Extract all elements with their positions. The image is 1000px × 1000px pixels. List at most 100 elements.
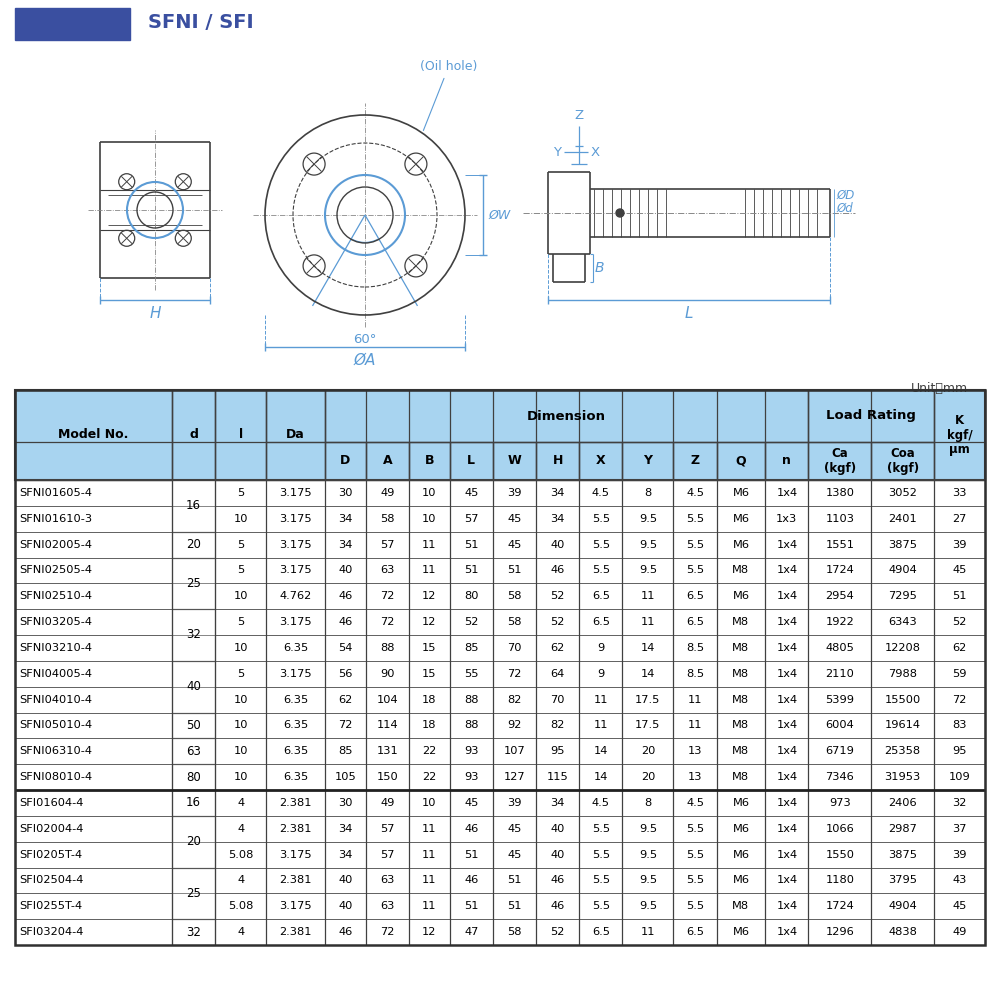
Text: ØA: ØA [354,353,376,368]
Text: 45: 45 [952,901,967,911]
Text: 92: 92 [507,720,522,730]
Bar [15,390,985,480]
Text: 15500: 15500 [884,695,921,705]
Text: Da: Da [286,428,305,442]
Text: 1380: 1380 [825,488,854,498]
Text: 6343: 6343 [888,617,917,627]
Text: SFNI01610-3: SFNI01610-3 [19,514,92,524]
Text: 1x3: 1x3 [776,514,797,524]
Text: 4: 4 [237,824,244,834]
Text: 52: 52 [952,617,967,627]
Text: 30: 30 [338,798,353,808]
Text: 6.5: 6.5 [592,591,610,601]
Text: 6.35: 6.35 [283,643,308,653]
Text: M6: M6 [732,488,749,498]
Text: 58: 58 [507,617,522,627]
Bar [15,816,985,842]
Text: 4838: 4838 [888,927,917,937]
Text: 3.175: 3.175 [279,514,312,524]
Text: 8: 8 [644,798,652,808]
Text: 5.08: 5.08 [228,901,253,911]
Text: 39: 39 [507,488,522,498]
Text: 51: 51 [464,540,479,550]
Bar [172,867,215,919]
Text: 90: 90 [380,669,395,679]
Text: B: B [595,261,604,275]
Text: 93: 93 [464,746,479,756]
Bar [15,867,985,893]
Text: 6.5: 6.5 [686,591,704,601]
Text: 11: 11 [422,850,437,860]
Text: 9: 9 [597,643,604,653]
Text: 51: 51 [507,901,522,911]
Text: 25: 25 [186,577,201,590]
Text: 51: 51 [464,901,479,911]
Bar [15,8,130,40]
Text: SFNI01605-4: SFNI01605-4 [19,488,92,498]
Text: 4: 4 [237,798,244,808]
Text: 14: 14 [641,669,655,679]
Text: Unit：mm: Unit：mm [911,382,968,395]
Text: 5.5: 5.5 [686,514,704,524]
Text: 25358: 25358 [885,746,921,756]
Text: 3.175: 3.175 [279,850,312,860]
Text: 70: 70 [507,643,522,653]
Text: 51: 51 [464,850,479,860]
Text: M8: M8 [732,746,749,756]
Text: 31953: 31953 [884,772,921,782]
Text: (Oil hole): (Oil hole) [420,60,477,131]
Text: 6.35: 6.35 [283,772,308,782]
Bar [325,390,808,442]
Text: 6.35: 6.35 [283,746,308,756]
Text: 22: 22 [422,746,436,756]
Text: 3875: 3875 [888,540,917,550]
Text: 1x4: 1x4 [776,540,797,550]
Text: 4: 4 [237,927,244,937]
Text: 52: 52 [464,617,479,627]
Text: 1x4: 1x4 [776,927,797,937]
Text: H: H [149,306,161,321]
Text: 63: 63 [380,901,395,911]
Circle shape [616,209,624,217]
Text: 40: 40 [338,875,353,885]
Text: 1x4: 1x4 [776,850,797,860]
Text: 88: 88 [464,720,479,730]
Text: l: l [239,428,243,442]
Text: 5.5: 5.5 [592,824,610,834]
Text: 104: 104 [377,695,398,705]
Text: 6.5: 6.5 [686,617,704,627]
Text: 95: 95 [550,746,565,756]
Text: 88: 88 [380,643,395,653]
Text: SFI01604-4: SFI01604-4 [19,798,83,808]
Text: 9.5: 9.5 [639,514,657,524]
Bar [15,532,985,558]
Text: 115: 115 [547,772,569,782]
Bar [15,842,985,867]
Text: 1x4: 1x4 [776,798,797,808]
Bar [409,442,450,480]
Text: 9.5: 9.5 [639,875,657,885]
Text: 82: 82 [550,720,565,730]
Text: 5.08: 5.08 [228,850,253,860]
Text: 10: 10 [233,514,248,524]
Text: 95: 95 [952,746,967,756]
Text: 8: 8 [644,488,652,498]
Text: SFI02004-4: SFI02004-4 [19,824,83,834]
Text: 5: 5 [237,540,244,550]
Text: 51: 51 [507,565,522,575]
Text: 3.175: 3.175 [279,617,312,627]
Text: 2.381: 2.381 [279,798,312,808]
Text: L: L [685,306,693,321]
Text: 45: 45 [952,565,967,575]
Bar [15,661,985,687]
Bar [172,712,215,738]
Text: SFI0255T-4: SFI0255T-4 [19,901,82,911]
Text: 57: 57 [380,850,395,860]
Text: 34: 34 [550,514,565,524]
Text: 85: 85 [464,643,479,653]
Text: 47: 47 [464,927,479,937]
Text: 5.5: 5.5 [686,540,704,550]
Text: 25: 25 [186,887,201,900]
Text: L: L [467,454,475,468]
Text: 40: 40 [186,680,201,693]
